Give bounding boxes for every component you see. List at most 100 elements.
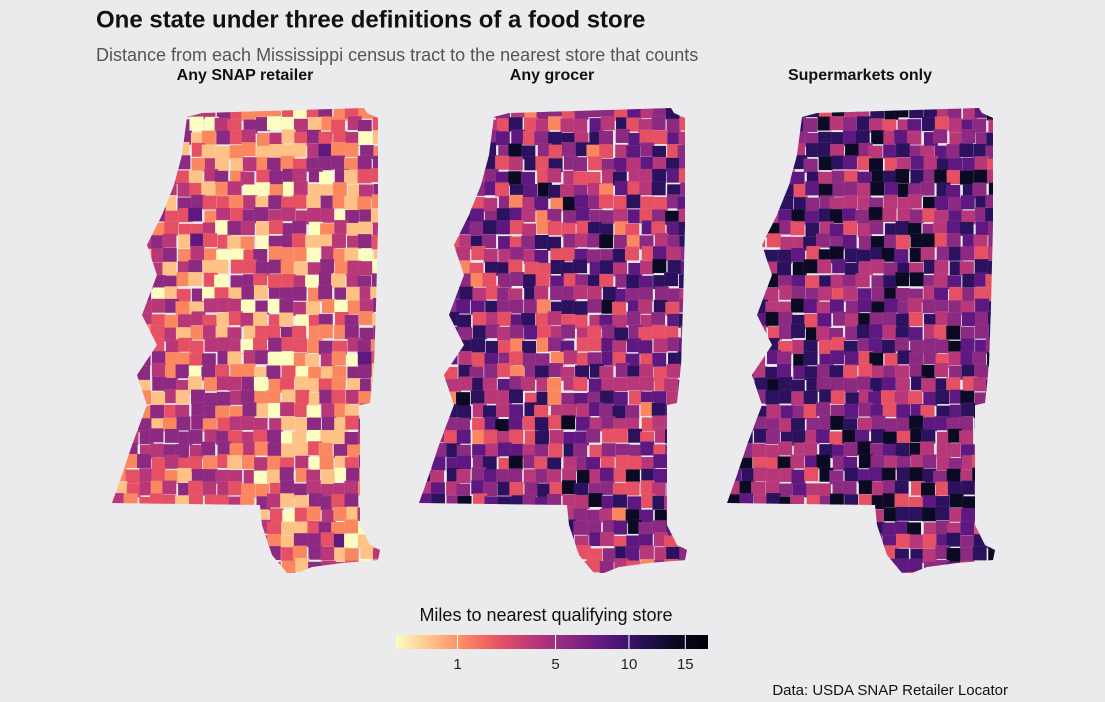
- tract: [456, 506, 471, 521]
- tract: [908, 506, 924, 522]
- tract: [135, 144, 151, 160]
- tract: [483, 108, 499, 118]
- tract: [370, 376, 380, 392]
- tract: [805, 574, 819, 588]
- tract: [897, 208, 912, 224]
- tract: [766, 156, 782, 172]
- tract: [201, 509, 216, 524]
- tract: [420, 405, 435, 420]
- tract: [343, 533, 359, 548]
- tract: [149, 404, 165, 420]
- tract: [882, 431, 898, 446]
- tract: [752, 571, 768, 573]
- legend-tick-label: 10: [621, 656, 638, 673]
- tract: [242, 509, 258, 524]
- tract: [125, 340, 140, 356]
- tract: [612, 494, 628, 509]
- tract: [201, 144, 217, 159]
- tract: [370, 286, 380, 301]
- tract: [372, 431, 380, 447]
- tract: [370, 168, 380, 183]
- tract: [972, 546, 987, 561]
- tract: [320, 470, 336, 485]
- tract: [419, 288, 434, 303]
- tract: [469, 221, 484, 237]
- tract: [959, 170, 975, 185]
- tract: [776, 561, 792, 573]
- tract: [345, 286, 361, 301]
- tract: [764, 182, 780, 197]
- tract: [443, 508, 459, 524]
- tract: [292, 301, 308, 316]
- tract: [692, 146, 706, 160]
- tract: [677, 351, 687, 366]
- tract: [372, 507, 380, 522]
- tract: [483, 429, 498, 444]
- tract: [611, 301, 627, 317]
- tract: [691, 562, 705, 576]
- tract: [766, 492, 781, 508]
- tract: [574, 194, 589, 209]
- tract: [495, 108, 511, 121]
- tract: [372, 297, 380, 313]
- tract: [319, 455, 334, 470]
- tract: [162, 108, 178, 119]
- tract: [680, 260, 687, 276]
- tract: [599, 259, 614, 275]
- tract: [690, 519, 704, 533]
- tract: [508, 194, 524, 210]
- tract: [456, 468, 471, 484]
- tract: [508, 417, 523, 432]
- tract: [151, 207, 166, 222]
- tract: [357, 481, 373, 496]
- tract: [613, 391, 629, 407]
- tract: [727, 546, 741, 561]
- tract: [456, 455, 472, 470]
- tract: [266, 429, 282, 444]
- tract: [739, 194, 754, 209]
- tract: [306, 247, 321, 262]
- tract: [240, 389, 255, 405]
- tract: [988, 301, 995, 316]
- tract: [126, 546, 141, 561]
- tract: [266, 561, 282, 573]
- tract: [751, 130, 766, 145]
- tract: [639, 129, 654, 145]
- tract: [961, 129, 976, 144]
- tract: [831, 519, 846, 534]
- tract: [908, 415, 924, 430]
- tract: [419, 168, 434, 183]
- tract: [842, 234, 857, 250]
- tract: [331, 389, 346, 405]
- tract: [778, 522, 793, 537]
- tract: [882, 207, 897, 223]
- tract: [664, 495, 679, 511]
- tract: [292, 545, 308, 560]
- tract: [306, 574, 320, 588]
- tract: [739, 492, 754, 508]
- tract: [230, 508, 245, 523]
- tract: [562, 210, 578, 225]
- tract: [948, 197, 963, 212]
- tract: [253, 108, 268, 119]
- tract: [727, 301, 741, 316]
- tract: [999, 272, 1013, 286]
- tract: [123, 535, 138, 550]
- tract: [148, 262, 164, 277]
- tract: [472, 507, 487, 522]
- tract: [790, 417, 806, 433]
- tract: [611, 507, 627, 522]
- tract: [575, 207, 590, 222]
- tract: [999, 442, 1013, 456]
- tract: [935, 339, 950, 354]
- tract: [665, 546, 681, 562]
- tract: [227, 455, 242, 470]
- tract: [535, 535, 551, 550]
- tract: [253, 376, 269, 392]
- subtitle: Distance from each Mississippi census tr…: [96, 45, 698, 65]
- tract: [988, 221, 995, 236]
- tract: [383, 430, 397, 444]
- tract: [613, 520, 628, 535]
- tract: [371, 519, 380, 535]
- tract: [972, 467, 987, 482]
